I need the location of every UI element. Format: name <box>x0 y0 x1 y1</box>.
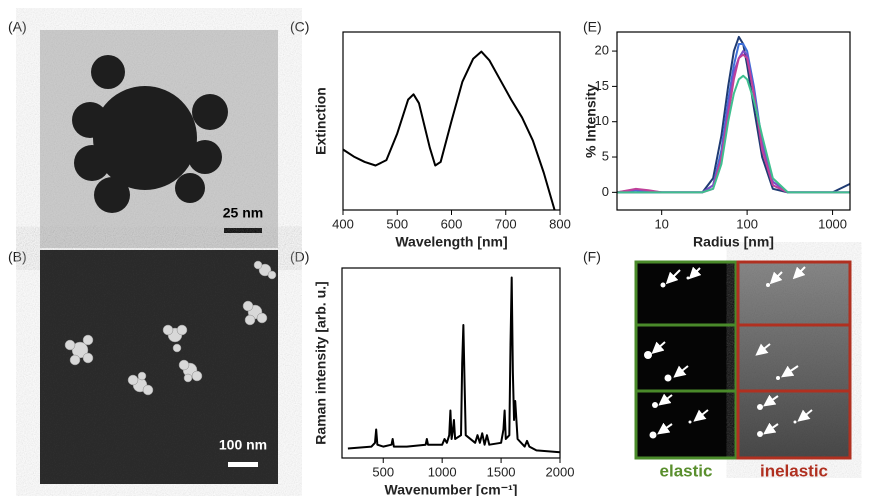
y-tick-label: 0 <box>602 184 609 199</box>
y-tick-label: 10 <box>595 113 609 128</box>
panel-label: (B) <box>8 249 27 265</box>
image-grid <box>634 260 852 460</box>
y-tick-label: 15 <box>595 78 609 93</box>
data-line <box>617 74 850 194</box>
x-tick-label: 1000 <box>428 464 457 479</box>
x-axis-label: Radius [nm] <box>693 234 774 250</box>
x-tick-label: 700 <box>495 216 517 231</box>
plot-frame <box>616 31 851 211</box>
data-line <box>616 43 850 194</box>
y-axis-label: % Intensity <box>583 84 599 158</box>
x-tick-label: 500 <box>386 216 408 231</box>
y-tick-label: 5 <box>602 148 609 163</box>
image-label: inelastic <box>760 461 828 480</box>
plot-frame <box>341 267 561 459</box>
panel-label: (A) <box>8 19 27 35</box>
scale-bar-label: 25 nm <box>223 205 263 221</box>
x-tick-label: 10 <box>654 216 668 231</box>
panel-label: (E) <box>583 19 602 35</box>
y-axis-label: Extinction <box>313 87 329 155</box>
x-axis-label: Wavenumber [cm⁻¹] <box>385 482 518 496</box>
panel-label: (F) <box>583 249 601 265</box>
x-tick-label: 800 <box>549 216 571 231</box>
y-axis-label: Raman intensity [arb. u.] <box>313 281 329 444</box>
panel-label: (D) <box>290 249 309 265</box>
x-tick-label: 2000 <box>546 464 575 479</box>
data-line <box>617 35 851 194</box>
data-line <box>342 50 556 211</box>
panel-label: (C) <box>290 19 309 35</box>
plot-frame <box>342 31 561 211</box>
y-tick-label: 20 <box>595 43 609 58</box>
data-line <box>616 50 850 194</box>
x-tick-label: 1000 <box>818 216 847 231</box>
tem-image <box>40 30 278 248</box>
x-tick-label: 500 <box>372 464 394 479</box>
x-tick-label: 1500 <box>487 464 516 479</box>
scale-bar-label: 100 nm <box>219 437 267 453</box>
sem-image <box>40 250 278 484</box>
x-axis-label: Wavelength [nm] <box>395 234 507 250</box>
x-tick-label: 400 <box>332 216 354 231</box>
x-tick-label: 100 <box>736 216 758 231</box>
x-tick-label: 600 <box>441 216 463 231</box>
data-line <box>347 276 561 454</box>
image-label: elastic <box>660 461 713 480</box>
